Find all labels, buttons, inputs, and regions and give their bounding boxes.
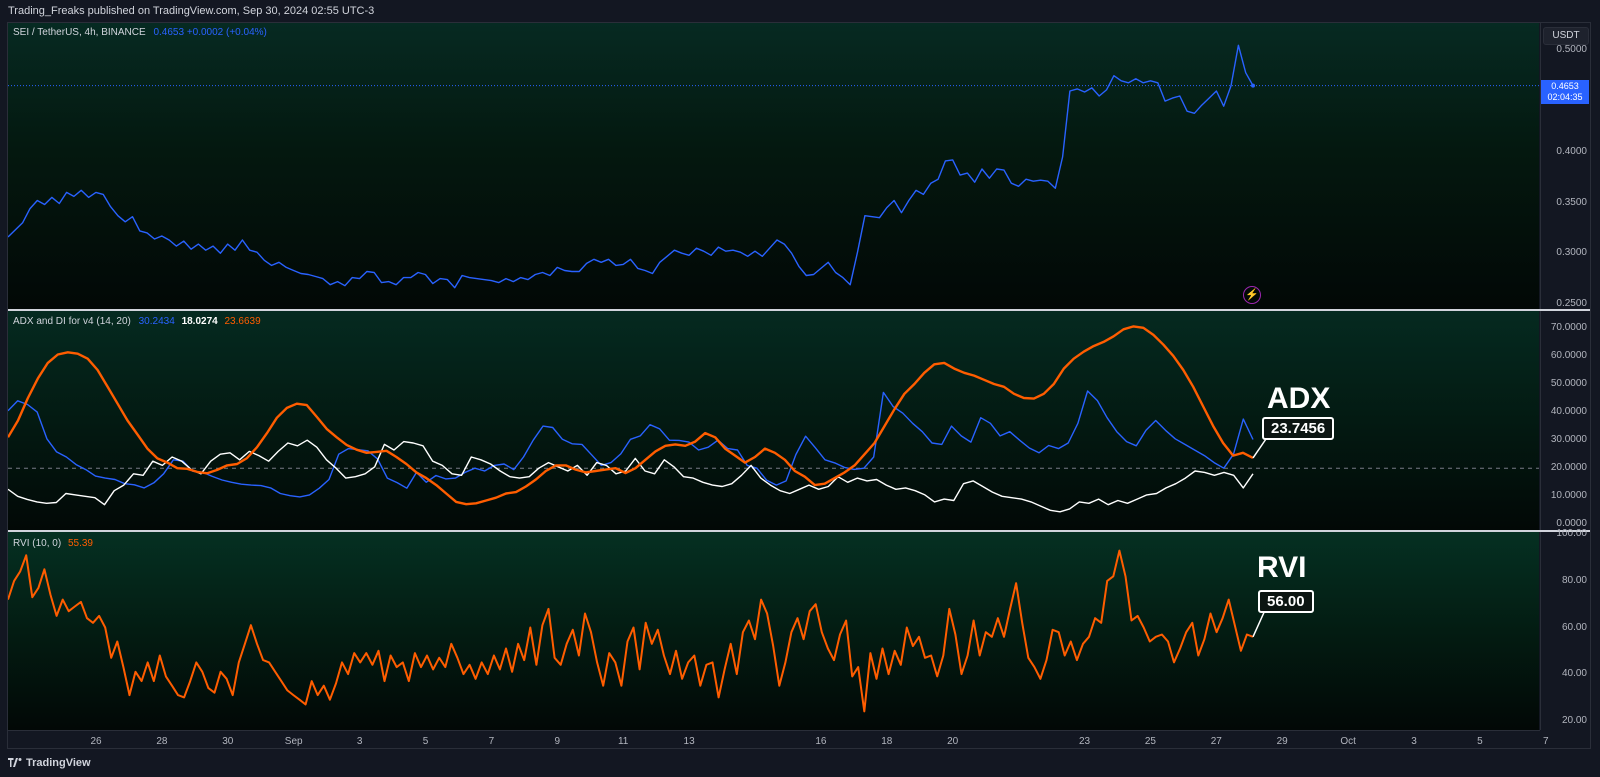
symbol-label[interactable]: SEI / TetherUS, 4h, BINANCE	[13, 27, 146, 38]
tradingview-logo[interactable]: TradingView	[8, 757, 91, 769]
di-plus-line	[8, 390, 1254, 498]
tradingview-logo-icon	[8, 758, 22, 767]
y-tick-label: 70.0000	[1550, 321, 1587, 333]
x-tick-label: 23	[1078, 736, 1091, 747]
x-tick-label: 9	[554, 736, 561, 747]
adx-annotation-value: 23.7456	[1262, 417, 1335, 440]
x-tick-label: 5	[1477, 736, 1483, 747]
current-price-tag: 0.4653 02:04:35	[1541, 80, 1589, 104]
adx-scale[interactable]	[1540, 311, 1591, 530]
y-tick-label: 0.0000	[1556, 518, 1587, 530]
x-tick-label: 25	[1144, 736, 1156, 747]
y-tick-label: 80.00	[1561, 574, 1587, 586]
published-header: Trading_Freaks published on TradingView.…	[0, 0, 1600, 22]
published-text: Trading_Freaks published on TradingView.…	[8, 5, 375, 17]
y-tick-label: 20.0000	[1550, 462, 1587, 474]
x-tick-label: 18	[881, 736, 893, 747]
rvi-annotation-title: RVI	[1257, 551, 1307, 584]
price-scale[interactable]	[1540, 22, 1591, 309]
x-tick-label: 11	[617, 736, 629, 747]
y-tick-label: 0.2500	[1556, 297, 1587, 309]
x-tick-label: Sep	[284, 736, 303, 747]
adx-plus-value: 30.2434	[138, 316, 175, 327]
adx-annotation-pointer	[1252, 438, 1267, 459]
rvi-line	[8, 549, 1254, 713]
y-tick-label: 30.0000	[1550, 434, 1587, 446]
adx-title[interactable]: ADX and DI for v4 (14, 20)	[13, 316, 131, 327]
x-tick-label: 26	[90, 736, 102, 747]
y-tick-label: 10.0000	[1550, 490, 1587, 502]
adx-line	[8, 325, 1254, 506]
y-tick-label: 50.0000	[1550, 378, 1587, 389]
rvi-pane[interactable]	[8, 532, 1539, 730]
chart-frame	[7, 22, 1591, 749]
currency-button[interactable]: USDT	[1543, 27, 1589, 45]
y-tick-label: 40.0000	[1550, 406, 1587, 418]
x-tick-label: 30	[222, 736, 234, 747]
y-tick-label: 0.5000	[1556, 44, 1587, 56]
price-tag-value: 0.4653	[1551, 81, 1579, 91]
x-tick-label: 3	[1411, 736, 1417, 747]
adx-chart	[8, 325, 1539, 513]
pane-separator-1[interactable]	[8, 309, 1591, 311]
x-tick-label: 28	[156, 736, 168, 747]
y-tick-label: 0.3000	[1556, 247, 1587, 259]
x-tick-label: 3	[356, 736, 363, 747]
time-axis[interactable]: 26 28 30 Sep 3 5 7 9 11 13 16 18 20 23 25 27 29 Oct 3 5 7	[8, 730, 1549, 751]
price-series-line	[8, 44, 1254, 289]
rvi-title[interactable]: RVI (10, 0)	[13, 538, 62, 549]
x-tick-label: 16	[815, 736, 827, 747]
y-tick-label: 60.00	[1561, 621, 1587, 633]
y-tick-label: 40.00	[1561, 668, 1587, 680]
y-tick-label: 20.00	[1561, 714, 1587, 726]
adx-legend: ADX and DI for v4 (14, 20) 30.2434 18.02…	[13, 316, 261, 327]
last-price-dot	[1251, 83, 1255, 88]
rvi-legend: RVI (10, 0) 55.39	[13, 538, 93, 549]
rvi-value: 55.39	[67, 538, 93, 549]
x-tick-label: 27	[1210, 736, 1222, 747]
adx-value: 23.6639	[224, 316, 261, 327]
rvi-scale[interactable]	[1540, 532, 1591, 730]
y-tick-label: 100.00	[1556, 528, 1587, 540]
price-chart	[8, 44, 1539, 289]
lightning-icon[interactable]: ⚡	[1243, 286, 1261, 304]
footer-bar: TradingView	[0, 750, 1600, 777]
adx-annotation-title: ADX	[1267, 382, 1331, 415]
pane-separator-2[interactable]	[8, 530, 1591, 532]
y-tick-label: 0.3500	[1556, 196, 1587, 208]
x-tick-label: 13	[683, 736, 695, 747]
rvi-annotation-value: 56.00	[1258, 590, 1314, 613]
x-tick-label: 20	[947, 736, 959, 747]
y-tick-label: 0.4000	[1556, 145, 1587, 157]
x-tick-label: Oct	[1340, 736, 1356, 747]
countdown-timer: 02:04:35	[1547, 92, 1583, 102]
x-tick-label: 29	[1276, 736, 1288, 747]
brand-name: TradingView	[26, 757, 91, 769]
adx-minus-value: 18.0274	[181, 316, 218, 327]
y-tick-label: 60.0000	[1550, 349, 1587, 361]
last-price: 0.4653	[153, 27, 185, 38]
x-tick-label: 7	[1543, 736, 1549, 747]
di-minus-line	[8, 439, 1254, 513]
x-tick-label: 7	[488, 736, 495, 747]
price-legend: SEI / TetherUS, 4h, BINANCE 0.4653 +0.00…	[13, 27, 267, 38]
price-pane[interactable]	[8, 22, 1539, 309]
x-tick-label: 5	[422, 736, 429, 747]
price-change: +0.0002 (+0.04%)	[186, 27, 267, 38]
